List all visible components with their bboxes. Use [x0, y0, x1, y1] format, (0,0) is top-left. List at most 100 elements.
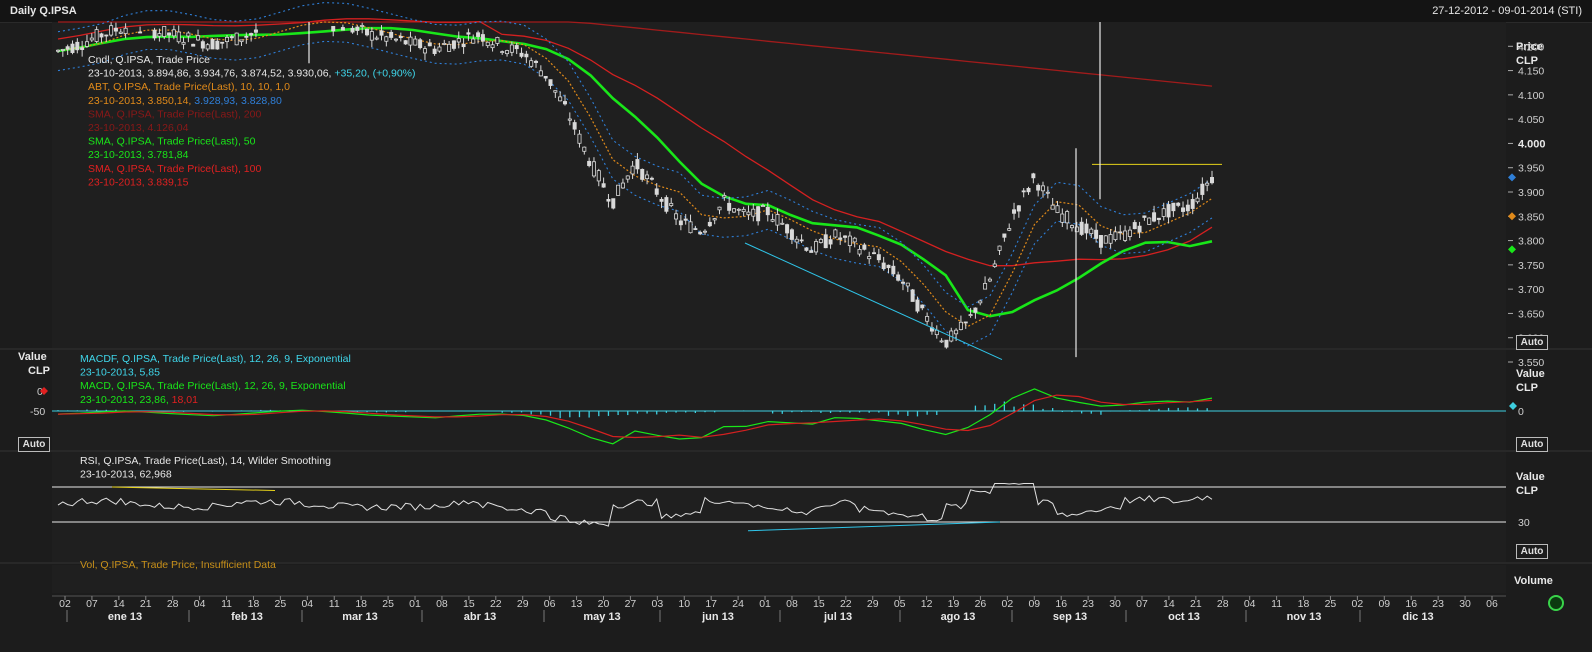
sma100-line [57, 18, 1213, 267]
candle [659, 198, 664, 202]
candle [89, 37, 94, 41]
x-day-label: 21 [140, 598, 152, 610]
candle [249, 33, 254, 36]
price-tick-label: 3.850 [1518, 211, 1544, 223]
macd-right-marker [1509, 402, 1517, 410]
x-day-label: 16 [1055, 598, 1067, 610]
x-day-label: 06 [1486, 598, 1498, 610]
candle [1108, 234, 1113, 244]
candle [1050, 204, 1055, 210]
candle [1098, 235, 1103, 248]
candle [1089, 228, 1094, 235]
candle [958, 321, 963, 330]
rsi-axis-unit: CLP [1516, 485, 1538, 497]
candle [809, 250, 814, 253]
price-tick-label: 3.750 [1518, 260, 1544, 272]
candle [1185, 204, 1190, 212]
candle [954, 329, 959, 335]
candle [833, 229, 838, 238]
candle [509, 44, 514, 53]
x-day-label: 30 [1459, 598, 1471, 610]
candle [466, 32, 471, 35]
rsi-line [57, 482, 1213, 527]
candle [534, 60, 539, 63]
macd-tick-label: 0 [37, 386, 43, 398]
candle [123, 27, 128, 34]
candle [1026, 188, 1031, 193]
rsi-auto-button[interactable]: Auto [1516, 544, 1548, 559]
abt-upper-band [57, 2, 1213, 308]
x-day-label: 03 [651, 598, 663, 610]
candle [200, 41, 205, 49]
candle [1012, 209, 1017, 214]
price-trendline [744, 242, 1003, 361]
candle [818, 238, 823, 243]
candle [422, 48, 427, 54]
candle [350, 27, 355, 33]
candle [780, 222, 785, 225]
candle [514, 45, 519, 50]
macd-auto-right-button[interactable]: Auto [1516, 437, 1548, 452]
volume-toggle[interactable] [1548, 595, 1564, 611]
candle [616, 184, 621, 196]
candle [775, 214, 780, 226]
candle [379, 30, 384, 36]
x-day-label: 11 [329, 598, 340, 610]
candle [447, 43, 452, 52]
price-tick-label: 3.800 [1518, 236, 1544, 248]
candle [495, 36, 500, 44]
price-tick-label: 3.950 [1518, 163, 1544, 175]
macd-legend-line: 23-10-2013, 23,86, 18,01 [80, 394, 198, 406]
candle [872, 252, 877, 255]
candle [987, 278, 992, 282]
price-tick-label: 4.000 [1518, 138, 1546, 150]
candle [191, 43, 196, 47]
candle [625, 175, 630, 180]
x-month-label: ene 13 [108, 611, 142, 623]
price-legend-line: 23-10-2013, 3.894,86, 3.934,76, 3.874,52… [88, 68, 416, 80]
x-axis-bg [0, 594, 1592, 652]
price-marker [1508, 173, 1516, 182]
price-tick-label: 4.100 [1518, 90, 1544, 102]
candle [408, 36, 413, 46]
candle [1166, 204, 1171, 218]
candle [398, 36, 403, 39]
macd-auto-left-button[interactable]: Auto [18, 437, 50, 452]
rsi-panel-bg [52, 452, 1506, 562]
macd-tick-label-right: 0 [1518, 406, 1524, 418]
x-day-label: 23 [1082, 598, 1094, 610]
candle [355, 26, 360, 31]
price-legend-line: Cndl, Q.IPSA, Trade Price [88, 54, 210, 66]
candle [229, 36, 234, 39]
x-day-label: 14 [113, 598, 125, 610]
candle [939, 340, 944, 343]
candle [862, 244, 867, 250]
candle [630, 165, 635, 175]
candle [176, 31, 181, 43]
price-auto-button[interactable]: Auto [1516, 335, 1548, 350]
candle [843, 235, 848, 238]
candle [649, 177, 654, 180]
candle [587, 160, 592, 166]
signal-line [57, 394, 1213, 439]
candle [847, 235, 852, 247]
candle [389, 31, 394, 38]
x-day-label: 01 [759, 598, 771, 610]
candle [1156, 217, 1161, 220]
price-tick-label: 4.150 [1518, 66, 1544, 78]
x-day-label: 06 [544, 598, 556, 610]
candle [234, 32, 239, 46]
x-day-label: 15 [813, 598, 825, 610]
x-month-label: jun 13 [701, 611, 734, 623]
candle [360, 25, 365, 27]
price-tick-label: 4.200 [1518, 41, 1544, 53]
x-day-label: 25 [382, 598, 394, 610]
x-month-label: feb 13 [231, 611, 263, 623]
candle [722, 195, 727, 198]
candle [505, 50, 510, 55]
candle [65, 46, 70, 50]
macd-line [57, 388, 1213, 445]
candle [1060, 213, 1065, 223]
candle [591, 161, 596, 177]
